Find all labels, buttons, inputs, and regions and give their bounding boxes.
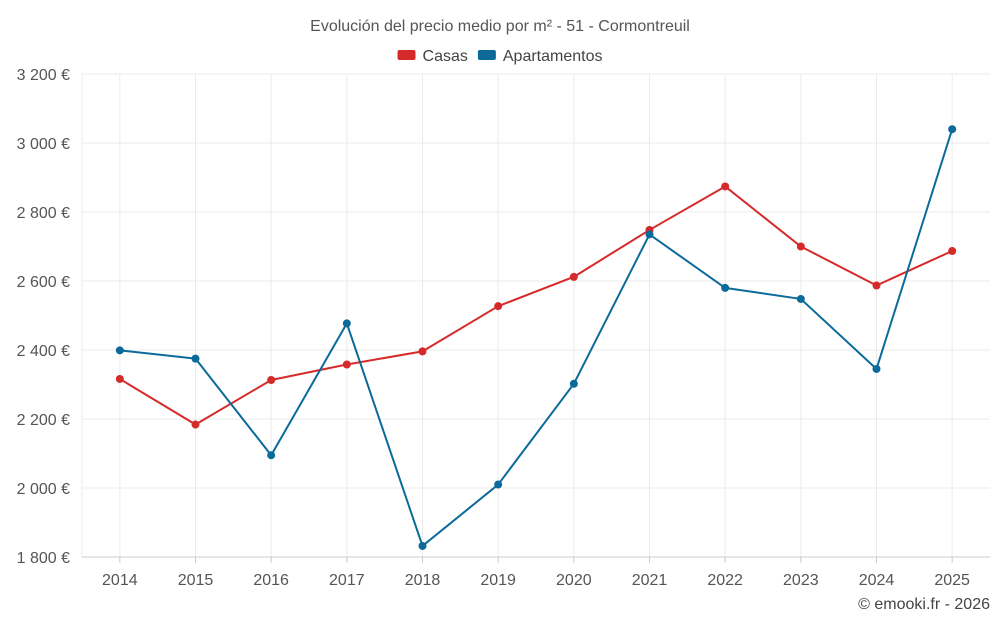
data-point-apartamentos[interactable] — [872, 364, 881, 373]
data-point-casas[interactable] — [948, 246, 957, 255]
x-tick-label: 2019 — [480, 572, 516, 589]
x-tick-label: 2022 — [707, 572, 743, 589]
data-point-apartamentos[interactable] — [342, 319, 351, 328]
chart-title: Evolución del precio medio por m² - 51 -… — [310, 18, 690, 35]
axes: 1 800 € 2 000 € 2 200 € 2 400 € 2 600 € 2 800… — [17, 67, 990, 589]
legend-label: Casas — [423, 48, 468, 65]
y-tick-label: 3 000 € — [17, 136, 70, 153]
y-tick-label: 2 000 € — [17, 481, 70, 498]
data-point-casas[interactable] — [494, 302, 503, 311]
data-point-casas[interactable] — [569, 272, 578, 281]
data-point-casas[interactable] — [418, 347, 427, 356]
x-tick-label: 2014 — [102, 572, 138, 589]
data-point-apartamentos[interactable] — [721, 283, 730, 292]
legend-label: Apartamentos — [503, 48, 603, 65]
x-tick-label: 2016 — [253, 572, 289, 589]
data-point-apartamentos[interactable] — [569, 379, 578, 388]
series-line-casas — [119, 185, 953, 426]
data-point-apartamentos[interactable] — [191, 354, 200, 363]
legend-item-apartamentos[interactable]: Apartamentos — [477, 48, 603, 65]
x-tick-label: 2023 — [783, 572, 819, 589]
data-point-apartamentos[interactable] — [267, 451, 276, 460]
data-point-casas[interactable] — [191, 420, 200, 429]
data-point-apartamentos[interactable] — [115, 346, 124, 355]
x-tick-label: 2015 — [178, 572, 214, 589]
series-layer — [115, 125, 957, 550]
data-point-casas[interactable] — [115, 374, 124, 383]
data-point-apartamentos[interactable] — [948, 125, 957, 134]
y-tick-label: 2 400 € — [17, 343, 70, 360]
data-point-casas[interactable] — [267, 376, 276, 385]
x-tick-label: 2024 — [859, 572, 895, 589]
data-point-apartamentos[interactable] — [796, 294, 805, 303]
y-tick-label: 2 200 € — [17, 412, 70, 429]
x-tick-label: 2018 — [405, 572, 441, 589]
legend-item-casas[interactable]: Casas — [397, 48, 468, 65]
x-tick-label: 2020 — [556, 572, 592, 589]
data-point-casas[interactable] — [721, 182, 730, 191]
series-line-apartamentos — [119, 128, 954, 547]
legend-swatch — [477, 50, 496, 60]
credit-text: © emooki.fr - 2026 — [858, 596, 990, 613]
data-point-casas[interactable] — [342, 360, 351, 369]
y-tick-label: 3 200 € — [17, 67, 70, 84]
y-tick-label: 1 800 € — [17, 550, 70, 567]
legend-swatch — [397, 50, 416, 60]
data-point-casas[interactable] — [796, 242, 805, 251]
legend[interactable]: Casas Apartamentos — [397, 48, 603, 65]
data-point-apartamentos[interactable] — [418, 541, 427, 550]
data-point-casas[interactable] — [872, 281, 881, 290]
x-tick-label: 2021 — [632, 572, 668, 589]
x-tick-label: 2025 — [934, 572, 970, 589]
data-point-apartamentos[interactable] — [494, 480, 503, 489]
data-point-apartamentos[interactable] — [645, 230, 654, 239]
grid — [81, 73, 990, 558]
y-tick-label: 2 600 € — [17, 274, 70, 291]
x-tick-label: 2017 — [329, 572, 365, 589]
y-tick-label: 2 800 € — [17, 205, 70, 222]
